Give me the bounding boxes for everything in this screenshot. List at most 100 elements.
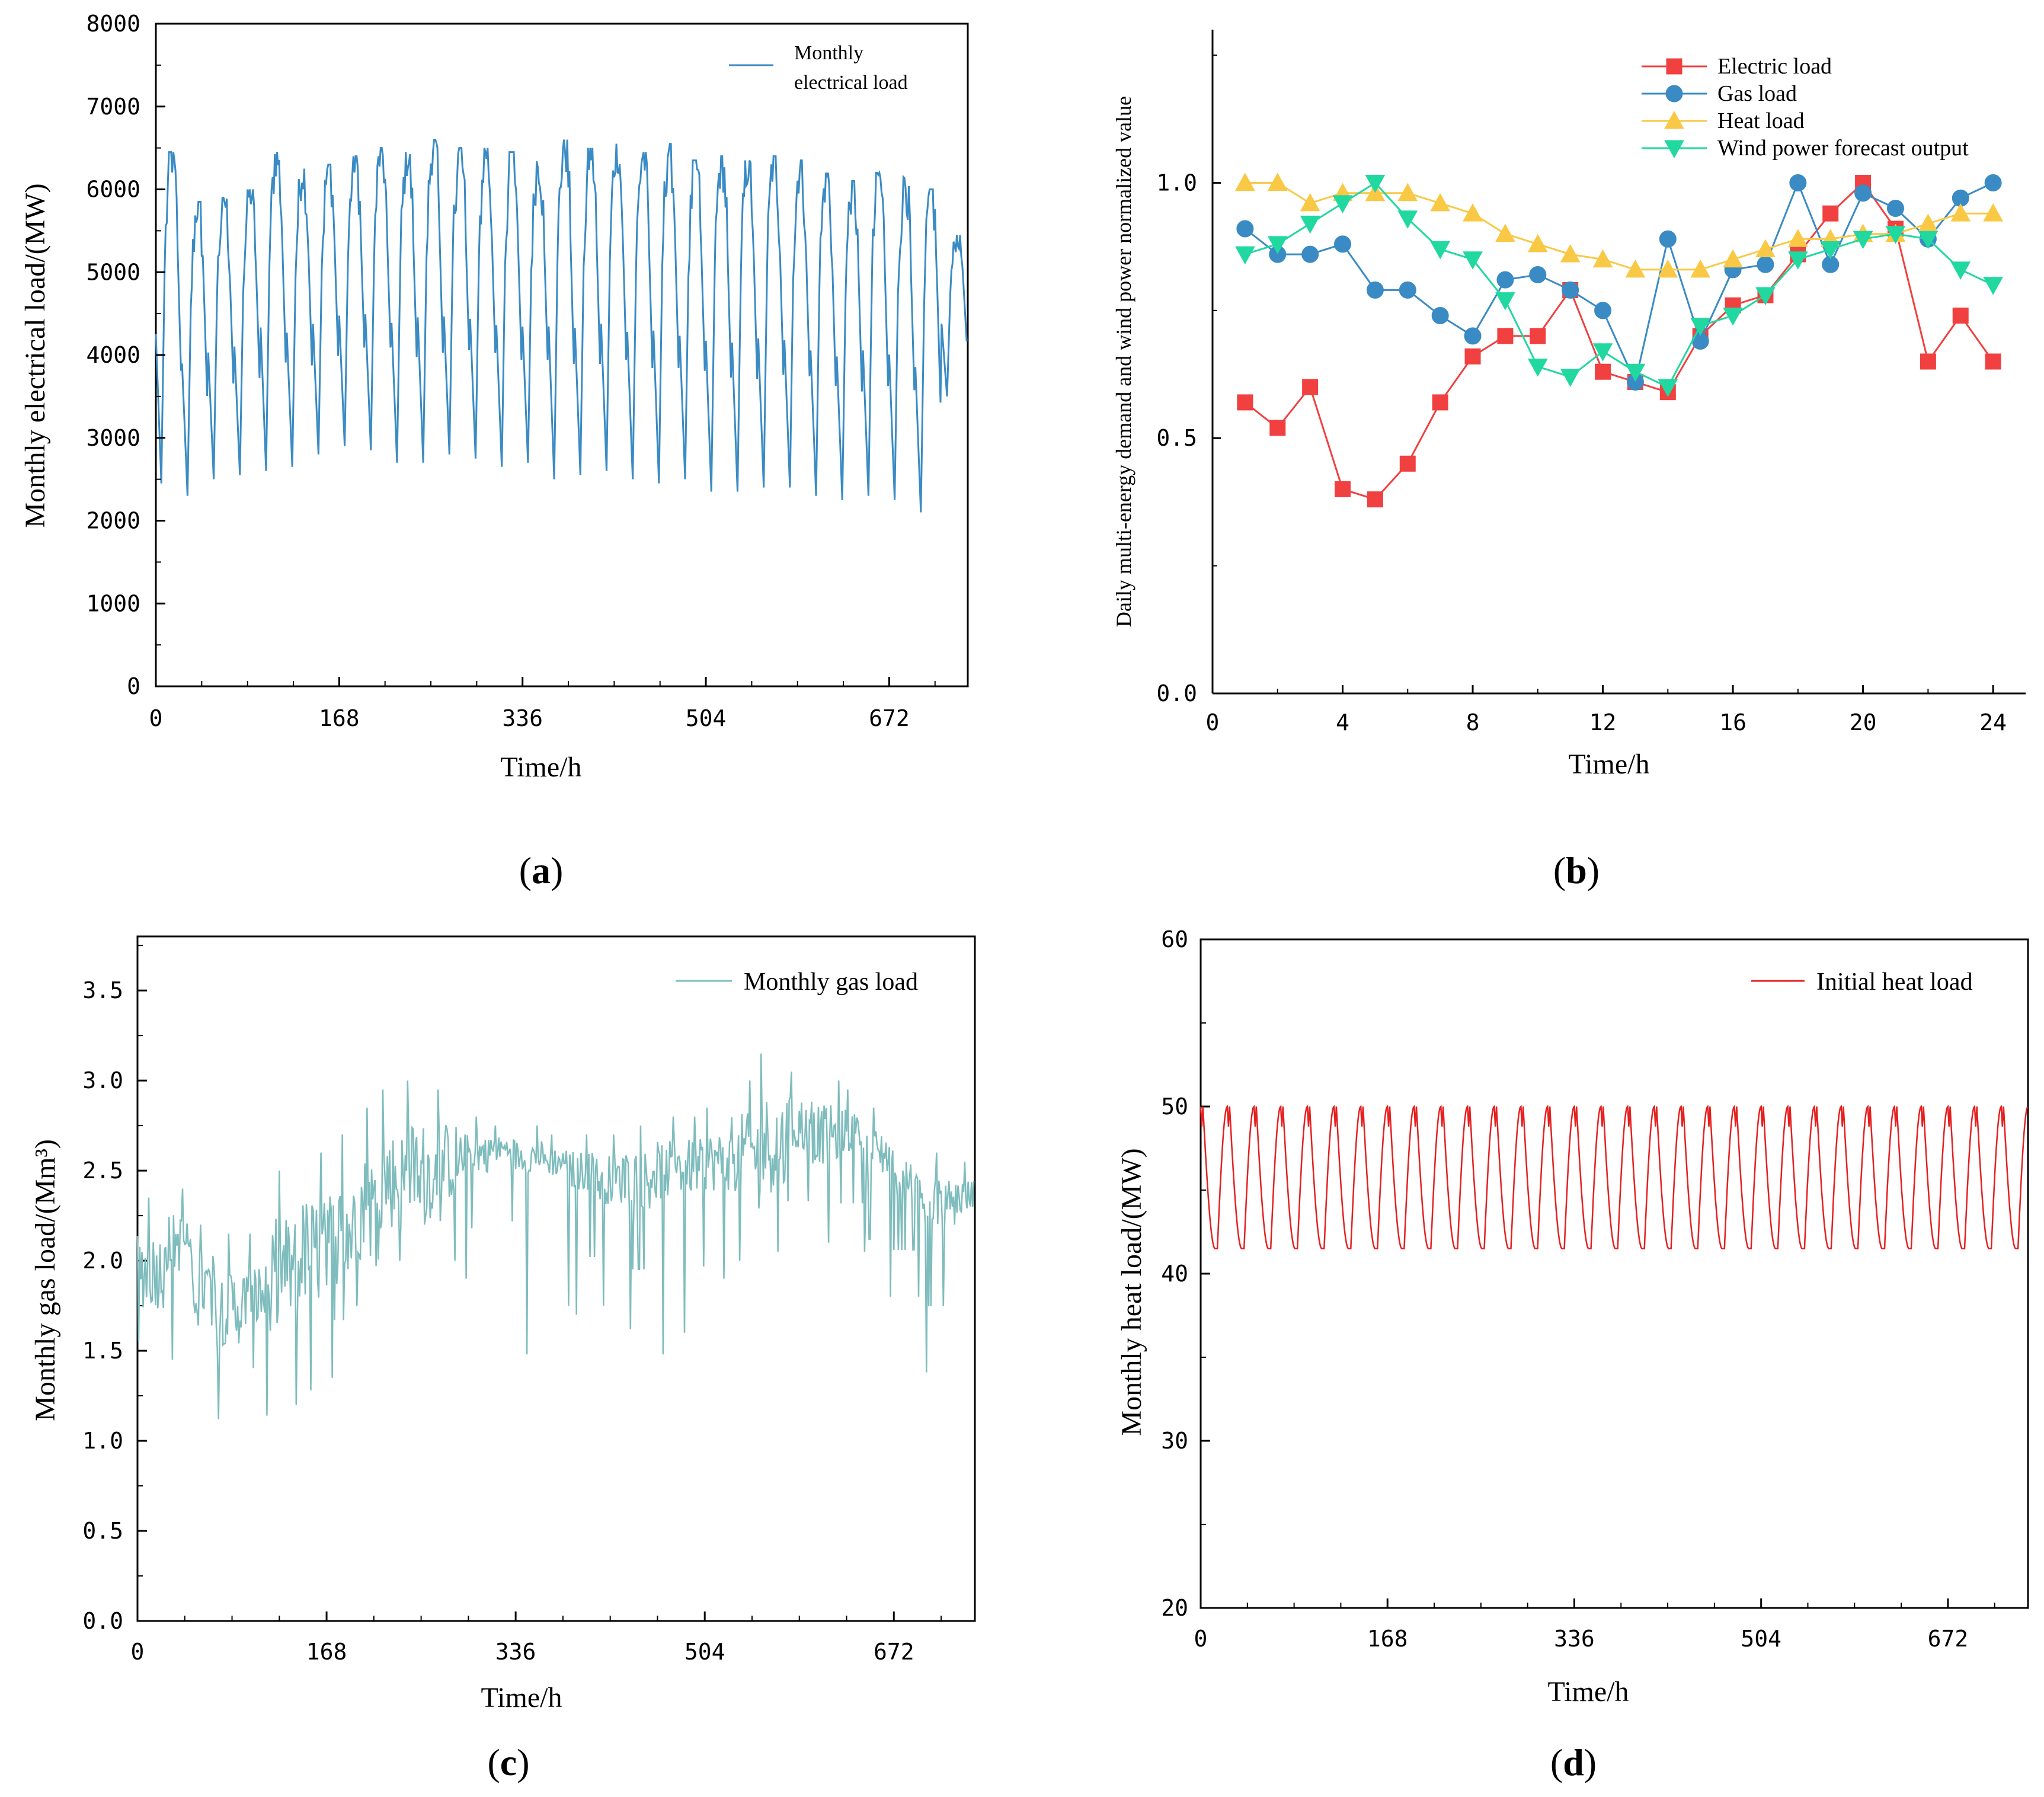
point-marker-triangle-up <box>1723 249 1743 268</box>
x-tick-label: 504 <box>684 1639 725 1665</box>
legend-label: Electric load <box>1717 54 1832 79</box>
point-marker-triangle-down <box>1664 140 1684 159</box>
x-tick-label: 0 <box>1194 1626 1208 1652</box>
y-tick-label: 2.5 <box>82 1158 123 1184</box>
point-marker-triangle-up <box>1267 172 1288 191</box>
series-line-initial-heat-load <box>1199 1105 2029 1249</box>
panel-letter-d: d <box>1563 1741 1584 1783</box>
point-marker-triangle-up <box>1430 193 1451 212</box>
point-marker-triangle-up <box>1625 259 1646 278</box>
point-marker-triangle-up <box>1560 244 1581 263</box>
x-tick-label: 0 <box>149 705 163 731</box>
point-marker-triangle-down <box>1300 215 1320 234</box>
point-marker-circle <box>1886 200 1904 218</box>
series-line-wind-power-forecast-output <box>1245 181 1994 389</box>
series-line-electric-load <box>1244 181 1994 501</box>
y-tick-label: 1.5 <box>82 1338 123 1364</box>
point-marker-circle <box>1431 306 1449 324</box>
legend-label-gas: Monthly gas load <box>744 968 918 996</box>
point-marker-triangle-down <box>1397 210 1418 229</box>
plot-frame <box>1199 938 2029 1609</box>
y-tick-label: 50 <box>1161 1093 1188 1120</box>
x-tick-label: 336 <box>495 1639 536 1665</box>
point-marker-square <box>1432 394 1448 411</box>
point-marker-circle <box>1984 174 2002 191</box>
point-marker-triangle-up <box>1918 213 1939 232</box>
y-tick-label: 2000 <box>86 508 140 534</box>
x-axis-label: Time/h <box>1548 1676 1629 1708</box>
x-tick-label: 12 <box>1589 709 1617 736</box>
point-marker-triangle-up <box>1983 203 2003 222</box>
panel-label-c: (c) <box>487 1741 529 1783</box>
x-tick-label: 504 <box>1741 1626 1781 1652</box>
plot-frame <box>155 23 969 688</box>
y-tick-label: 5000 <box>86 259 140 285</box>
point-marker-square <box>1530 328 1546 344</box>
legend-label: Gas load <box>1717 81 1797 106</box>
point-marker-circle <box>1496 271 1514 289</box>
point-marker-circle <box>1665 85 1683 103</box>
point-marker-circle <box>1659 230 1677 248</box>
x-axis-label: Time/h <box>1569 749 1650 780</box>
point-marker-triangle-up <box>1495 223 1515 242</box>
point-marker-triangle-down <box>1787 251 1808 270</box>
y-tick-label: 3.0 <box>82 1067 123 1093</box>
x-axis-label: Time/h <box>501 752 582 783</box>
point-marker-triangle-down <box>1560 369 1581 387</box>
panel-label-a: (a) <box>519 849 564 891</box>
legend-label-heat: Initial heat load <box>1816 968 1973 996</box>
x-tick-label: 20 <box>1850 709 1877 736</box>
point-marker-circle <box>1301 245 1319 263</box>
panel-a-electrical-load: 0 168 336 504 672 0 1000 2000 3000 4000 5000 6000 70… <box>20 11 969 891</box>
point-marker-triangle-down <box>1430 241 1451 260</box>
legend-label-electrical-line1: Monthly <box>794 42 863 64</box>
point-marker-triangle-down <box>1267 236 1288 254</box>
x-tick-label: 0 <box>1206 709 1220 736</box>
x-tick-label: 504 <box>686 705 727 731</box>
y-tick-label: 8000 <box>86 11 140 37</box>
point-marker-triangle-up <box>1787 229 1808 247</box>
point-marker-triangle-up <box>1300 193 1320 212</box>
point-marker-square <box>1399 455 1416 472</box>
point-marker-square <box>1302 379 1319 395</box>
point-marker-triangle-up <box>1690 259 1711 278</box>
y-tick-label: 30 <box>1161 1428 1188 1454</box>
point-marker-square <box>1237 394 1253 411</box>
x-tick-label: 336 <box>1554 1626 1595 1652</box>
legend-label: Heat load <box>1717 108 1805 133</box>
point-marker-triangle-down <box>1463 251 1483 270</box>
y-tick-label: 0.5 <box>82 1518 123 1544</box>
point-marker-triangle-up <box>1463 203 1483 222</box>
point-marker-triangle-down <box>1983 277 2003 295</box>
y-tick-label: 0 <box>127 673 140 699</box>
point-marker-circle <box>1789 174 1807 191</box>
panel-label-b: (b) <box>1553 849 1600 891</box>
point-marker-square <box>1497 328 1514 344</box>
point-marker-circle <box>1854 184 1872 202</box>
series-line-monthly-gas-load <box>136 1053 975 1419</box>
y-axis-label: Monthly gas load/(Mm³) <box>30 1139 61 1421</box>
point-marker-triangle-down <box>1625 363 1646 382</box>
point-marker-triangle-down <box>1365 174 1386 193</box>
point-marker-square <box>1335 481 1351 497</box>
point-marker-square <box>1595 363 1611 380</box>
y-tick-label: 1000 <box>86 590 140 616</box>
y-tick-label: 40 <box>1161 1261 1188 1287</box>
y-tick-label: 60 <box>1161 926 1188 952</box>
point-marker-triangle-down <box>1820 241 1841 260</box>
y-axis-label: Daily multi-energy demand and wind power… <box>1112 96 1135 627</box>
panel-letter-a: a <box>532 849 551 891</box>
point-marker-circle <box>1529 266 1547 284</box>
point-marker-triangle-up <box>1755 239 1776 257</box>
y-tick-label: 1.0 <box>82 1428 123 1454</box>
x-tick-label: 336 <box>502 705 543 731</box>
point-marker-triangle-down <box>1495 292 1515 311</box>
point-marker-triangle-down <box>1690 318 1711 336</box>
panel-letter-c: c <box>500 1741 517 1783</box>
panel-letter-b: b <box>1566 849 1587 891</box>
y-tick-label: 7000 <box>86 94 140 120</box>
point-marker-triangle-up <box>1397 183 1418 202</box>
x-tick-label: 168 <box>306 1639 347 1665</box>
